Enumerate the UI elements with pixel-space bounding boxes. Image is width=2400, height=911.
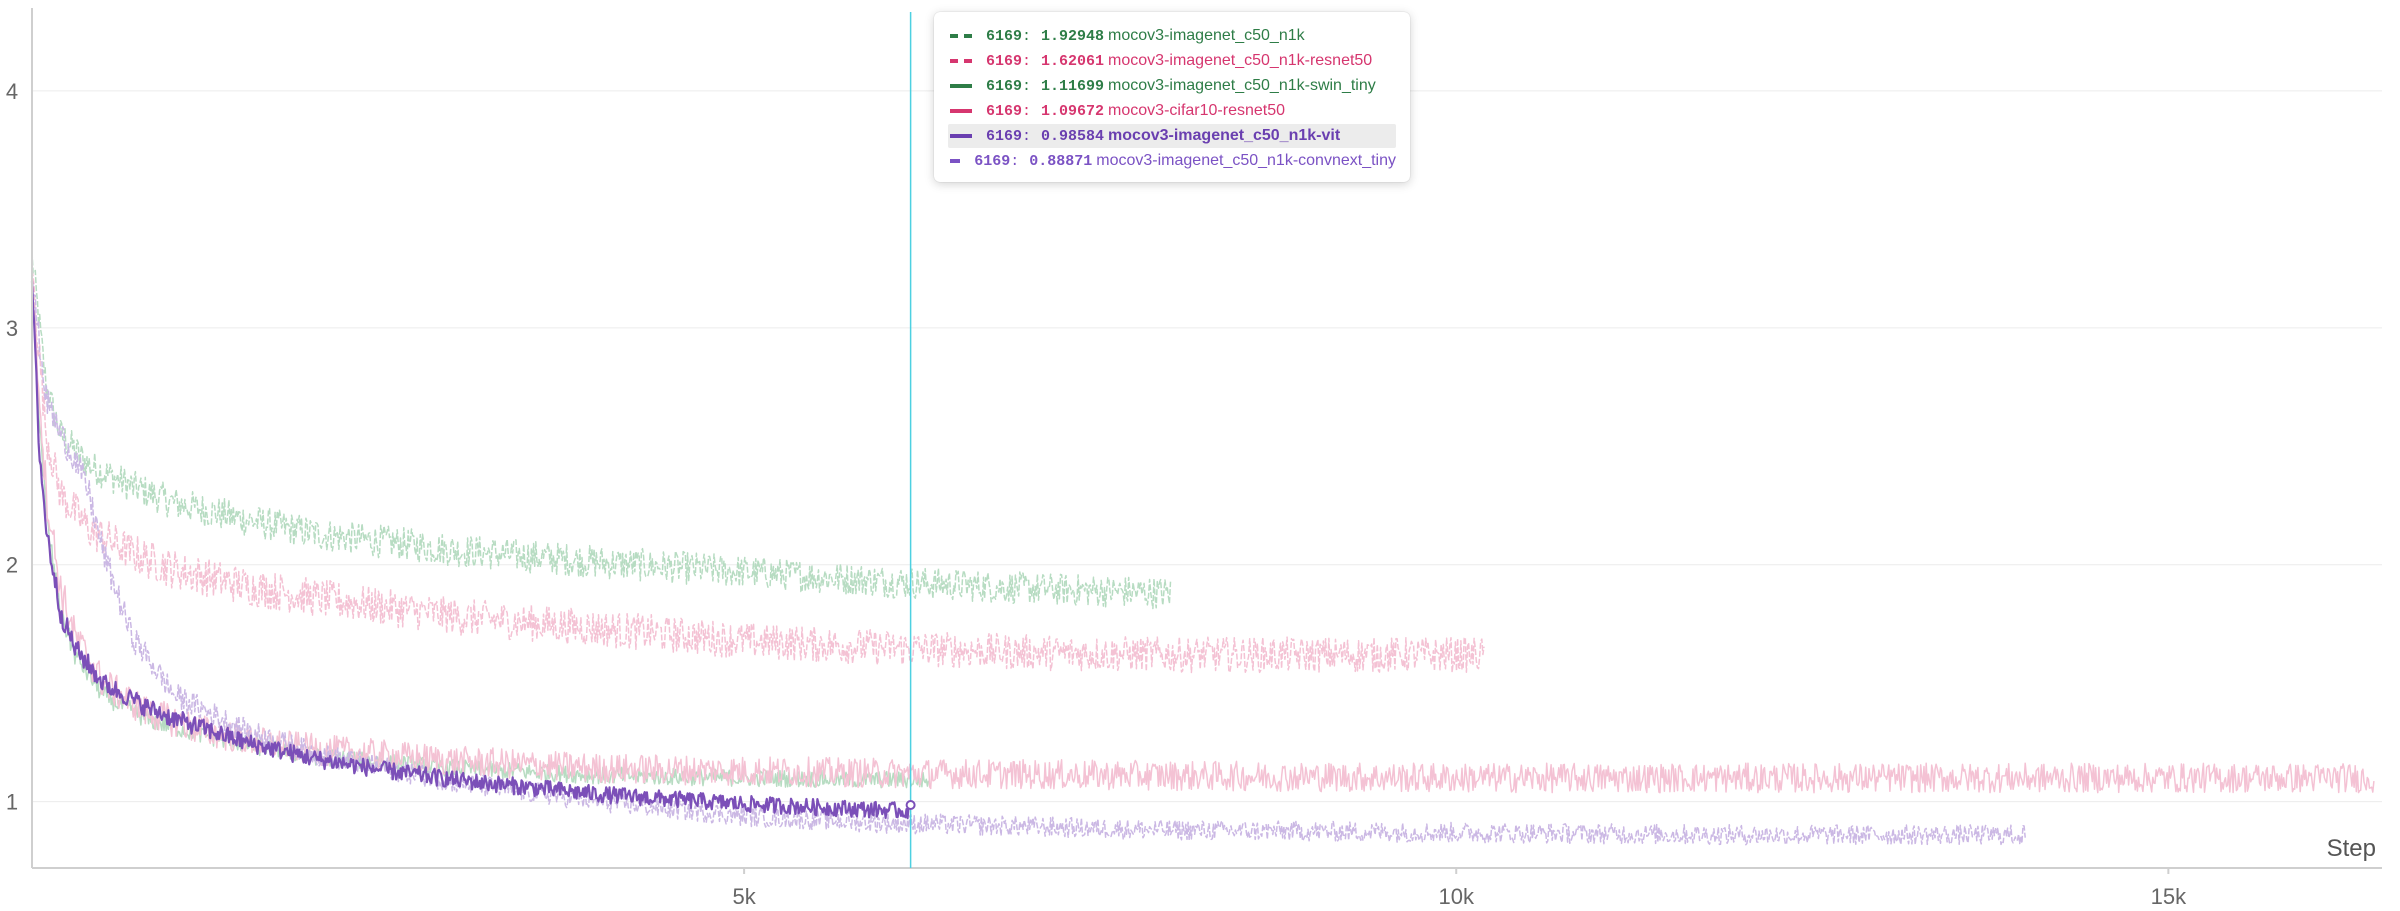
hover-point	[905, 800, 916, 811]
legend-value: 0.98584	[1041, 127, 1105, 145]
y-tick-label: 2	[6, 553, 18, 578]
legend-swatch	[950, 109, 972, 113]
legend-step: 6169	[986, 77, 1023, 95]
x-tick-label: 15k	[2151, 884, 2187, 909]
legend-series-name: mocov3-imagenet_c50_n1k-vit	[1108, 127, 1341, 144]
legend-separator: :	[1022, 52, 1032, 70]
series-line-mocov3-imagenet_c50_n1k	[31, 251, 1172, 610]
x-axis-title: Step	[2327, 835, 2376, 862]
hover-legend-tooltip: 6169:1.92948 mocov3-imagenet_c50_n1k 6169:…	[934, 12, 1410, 182]
legend-row: 6169:1.92948 mocov3-imagenet_c50_n1k	[948, 24, 1396, 48]
legend-row: 6169:1.62061 mocov3-imagenet_c50_n1k-resn…	[948, 49, 1396, 73]
legend-series-name: mocov3-imagenet_c50_n1k-resnet50	[1108, 52, 1373, 69]
legend-separator: :	[1022, 102, 1032, 120]
legend-step: 6169	[986, 27, 1023, 45]
legend-separator: :	[1022, 127, 1032, 145]
legend-separator: :	[1010, 152, 1020, 170]
legend-series-name: mocov3-imagenet_c50_n1k-convnext_tiny	[1096, 152, 1396, 169]
legend-step: 6169	[986, 52, 1023, 70]
legend-value: 1.92948	[1041, 27, 1105, 45]
legend-row: 6169:0.98584 mocov3-imagenet_c50_n1k-vit	[948, 124, 1396, 148]
legend-swatch	[950, 84, 972, 88]
y-tick-label: 4	[6, 79, 18, 104]
legend-value: 1.11699	[1041, 77, 1105, 95]
grid-lines	[32, 90, 2382, 803]
legend-step: 6169	[986, 127, 1023, 145]
series-line-mocov3-imagenet_c50_n1k-vit	[30, 281, 911, 820]
legend-separator: :	[1022, 27, 1032, 45]
legend-series-name: mocov3-cifar10-resnet50	[1108, 102, 1286, 119]
legend-swatch	[950, 134, 972, 138]
legend-separator: :	[1022, 77, 1032, 95]
legend-value: 1.62061	[1041, 52, 1105, 70]
legend-row: 6169:0.88871 mocov3-imagenet_c50_n1k-conv…	[948, 149, 1396, 173]
legend-step: 6169	[974, 152, 1011, 170]
hover-indicator	[905, 12, 916, 868]
legend-row: 6169:1.09672 mocov3-cifar10-resnet50	[948, 99, 1396, 123]
axes: 1 2 3 4 5k 10k 15k	[6, 8, 2382, 909]
series-line-mocov3-imagenet_c50_n1k-resnet50	[31, 270, 1485, 674]
x-tick-label: 5k	[732, 884, 756, 909]
legend-value: 0.88871	[1029, 152, 1093, 170]
legend-row: 6169:1.11699 mocov3-imagenet_c50_n1k-swin…	[948, 74, 1396, 98]
series-line-mocov3-cifar10-resnet50	[31, 268, 2375, 794]
legend-step: 6169	[986, 102, 1023, 120]
legend-swatch	[950, 34, 972, 38]
legend-value: 1.09672	[1041, 102, 1105, 120]
x-tick-label: 10k	[1439, 884, 1475, 909]
legend-swatch	[950, 159, 961, 163]
series-lines	[30, 251, 2375, 846]
legend-swatch	[950, 59, 972, 63]
legend-series-name: mocov3-imagenet_c50_n1k	[1108, 27, 1305, 44]
y-tick-label: 3	[6, 316, 18, 341]
y-tick-label: 1	[6, 790, 18, 815]
legend-series-name: mocov3-imagenet_c50_n1k-swin_tiny	[1108, 77, 1376, 94]
